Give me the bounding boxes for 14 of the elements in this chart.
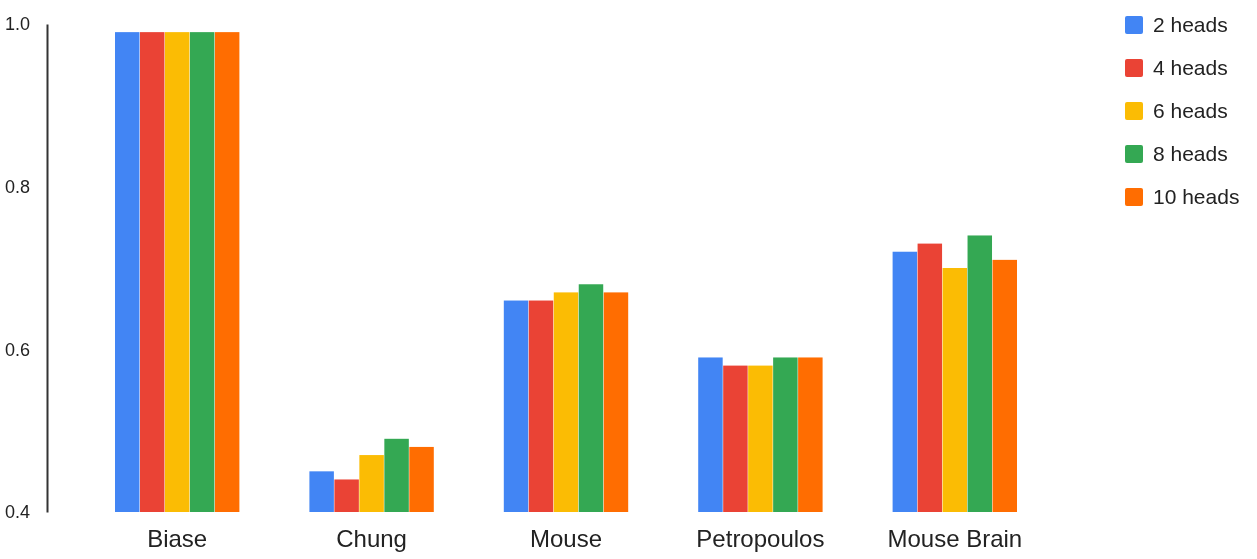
legend-label: 10 heads xyxy=(1153,185,1240,209)
legend-label: 4 heads xyxy=(1153,56,1228,80)
legend-label: 8 heads xyxy=(1153,142,1228,166)
x-tick-label: Chung xyxy=(336,525,407,553)
legend-label: 2 heads xyxy=(1153,13,1228,37)
y-tick-label: 1.0 xyxy=(4,14,30,35)
x-tick-label: Biase xyxy=(147,525,208,553)
y-tick-label: 0.6 xyxy=(4,339,30,360)
legend-label: 6 heads xyxy=(1153,99,1228,123)
y-tick-label: 0.8 xyxy=(4,176,30,197)
y-tick-label: 0.4 xyxy=(4,502,30,523)
x-tick-label: Mouse xyxy=(529,525,603,553)
x-tick-label: Petropoulos xyxy=(696,525,825,553)
x-tick-label: Mouse Brain xyxy=(887,525,1023,553)
